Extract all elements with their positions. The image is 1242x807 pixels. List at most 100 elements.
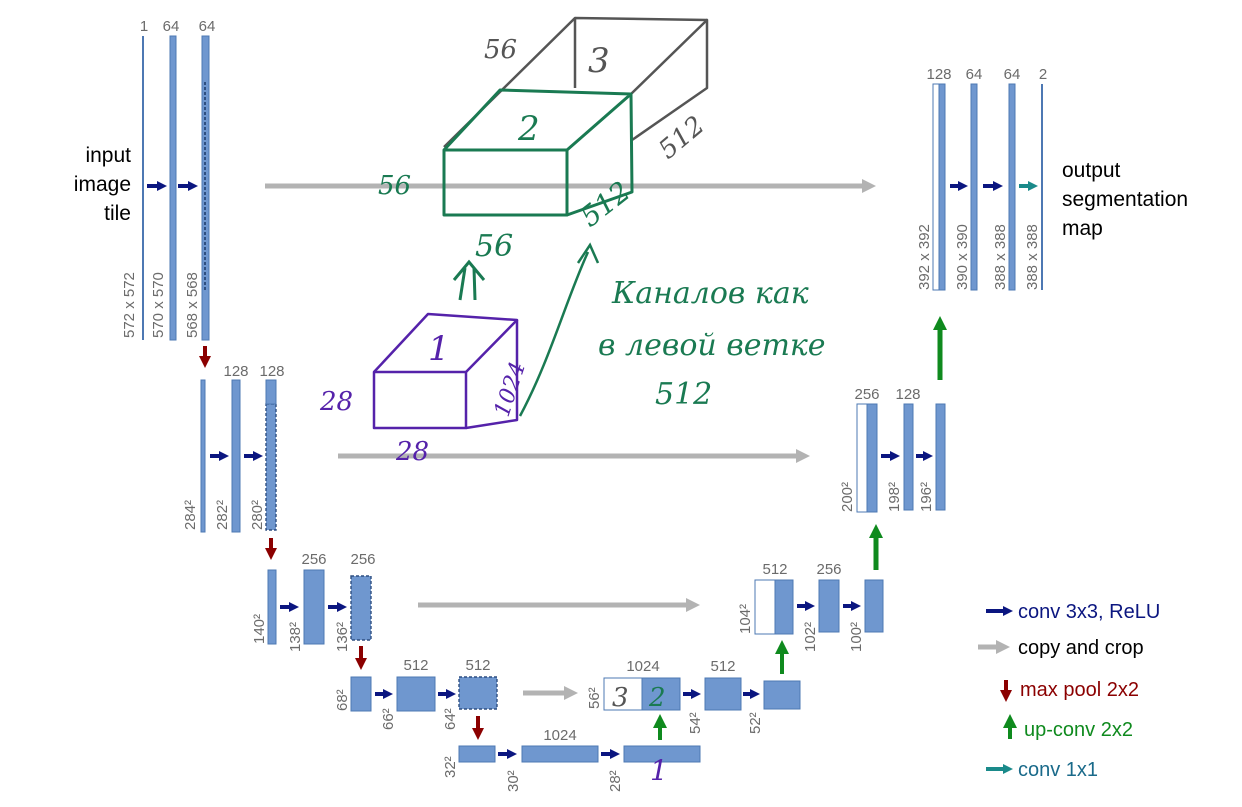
feature-map-bottom-a (458, 745, 496, 763)
annotation-mark-r4-copied: 3 (612, 683, 629, 713)
size-l3-3: 136² (334, 622, 351, 652)
feature-map-l4-b (396, 676, 436, 712)
feature-map-r4-upsampled (641, 677, 681, 711)
annotation-note-line-1: Каналов как (611, 276, 809, 311)
feature-map-l4-c (458, 676, 498, 710)
feature-map-l1-a (169, 35, 177, 341)
legend-conv-label: conv 3x3, ReLU (1018, 601, 1160, 623)
annotation-arrow-up-icon (452, 259, 486, 301)
input-label-line-3: tile (104, 202, 131, 225)
size-r4-1: 56² (586, 687, 603, 709)
annotation-box-2-depth: 512 (574, 175, 636, 234)
annotation-box-1 (372, 312, 519, 430)
size-r1-1: 392 x 392 (916, 224, 933, 290)
annotation-box-1-label: 1 (428, 329, 450, 369)
size-l2-1: 284² (182, 500, 199, 530)
size-l1-2: 570 x 570 (150, 272, 167, 338)
legend-copy-label: copy and crop (1018, 637, 1144, 659)
feature-map-r1-output (1041, 84, 1043, 290)
annotation-pointer-arrow-icon (518, 242, 600, 417)
channels-l4-2: 512 (465, 657, 490, 674)
size-bottom-3: 28² (607, 770, 624, 792)
feature-map-r4-copied (603, 677, 643, 711)
size-bottom-1: 32² (442, 756, 459, 778)
size-l2-3: 280² (249, 500, 266, 530)
feature-map-r3-c (864, 579, 884, 633)
channels-r1-3: 64 (1004, 66, 1021, 83)
channels-r4-2: 512 (710, 658, 735, 675)
annotation-box-2-left: 56 (378, 171, 411, 201)
size-r3-2: 102² (802, 622, 819, 652)
feature-map-r1-b (970, 83, 978, 291)
feature-map-l2-c-top (265, 379, 277, 405)
channels-l4-1: 512 (403, 657, 428, 674)
channels-l1-2: 64 (163, 18, 180, 35)
annotation-mark-bottom: 1 (650, 754, 668, 787)
size-r1-2: 390 x 390 (954, 224, 971, 290)
feature-map-l3-c (350, 575, 372, 641)
channels-r3-2: 256 (816, 561, 841, 578)
feature-map-r1-copied (932, 83, 940, 291)
feature-map-r3-b (818, 579, 840, 633)
size-r2-2: 198² (886, 482, 903, 512)
size-r1-4: 388 x 388 (1024, 224, 1041, 290)
annotation-box-1-bottom: 28 (395, 437, 429, 467)
size-l3-1: 140² (251, 614, 268, 644)
size-r3-3: 100² (848, 622, 865, 652)
size-r1-3: 388 x 388 (992, 224, 1009, 290)
annotation-note-line-3: 512 (655, 377, 712, 412)
feature-map-r1-c (1008, 83, 1016, 291)
channels-bottom: 1024 (543, 727, 576, 744)
annotation-box-1-depth: 1024 (490, 359, 531, 420)
input-label-line-2: image (74, 173, 131, 196)
channels-r1-4: 2 (1039, 66, 1047, 83)
channels-l3-2: 256 (350, 551, 375, 568)
feature-map-bottom-b (521, 745, 599, 763)
feature-map-l2-b (231, 379, 241, 533)
size-bottom-2: 30² (505, 770, 522, 792)
channels-l1-3: 64 (199, 18, 216, 35)
size-r2-3: 196² (918, 482, 935, 512)
size-r4-2: 54² (687, 712, 704, 734)
legend-upconv-label: up-conv 2x2 (1024, 719, 1133, 741)
feature-map-r2-upsampled (866, 403, 878, 513)
feature-map-r1-upsampled (938, 83, 946, 291)
channels-r2-2: 128 (895, 386, 920, 403)
size-l4-3: 64² (442, 708, 459, 730)
feature-map-r2-copied (856, 403, 868, 513)
size-r2-1: 200² (839, 482, 856, 512)
channels-r3-1: 512 (762, 561, 787, 578)
annotation-box-1-left: 28 (319, 387, 353, 417)
channels-l3-1: 256 (301, 551, 326, 568)
feature-map-l2-c (265, 403, 277, 531)
channels-r2-1: 256 (854, 386, 879, 403)
output-label-line-1: output (1062, 159, 1121, 182)
size-r4-3: 52² (747, 712, 764, 734)
annotation-note-line-2: в левой ветке (598, 328, 826, 363)
annotation-box-2-bottom: 56 (475, 229, 513, 264)
feature-map-r4-c (763, 680, 801, 710)
feature-map-l2-a (200, 379, 206, 533)
output-label-line-2: segmentation (1062, 188, 1188, 211)
input-label-line-1: input (85, 144, 131, 167)
annotation-box-2-label: 2 (517, 109, 540, 149)
legend-conv1x1-label: conv 1x1 (1018, 759, 1098, 781)
feature-map-r3-upsampled (774, 579, 794, 635)
size-r3-1: 104² (737, 604, 754, 634)
output-label-line-3: map (1062, 217, 1103, 240)
size-l4-2: 66² (380, 708, 397, 730)
channels-l2-1: 128 (223, 363, 248, 380)
feature-map-l1-input (142, 36, 144, 340)
feature-map-l3-b (303, 569, 325, 645)
feature-map-r4-b (704, 677, 742, 711)
channels-r1-1: 128 (926, 66, 951, 83)
channels-r4-1: 1024 (626, 658, 659, 675)
feature-map-l3-a (267, 569, 277, 645)
annotation-box-2 (442, 88, 634, 217)
feature-map-r3-copied (754, 579, 776, 635)
legend-pool-label: max pool 2x2 (1020, 679, 1139, 701)
feature-map-r2-c (935, 403, 946, 511)
size-l1-1: 572 x 572 (121, 272, 138, 338)
size-l1-3: 568 x 568 (184, 272, 201, 338)
